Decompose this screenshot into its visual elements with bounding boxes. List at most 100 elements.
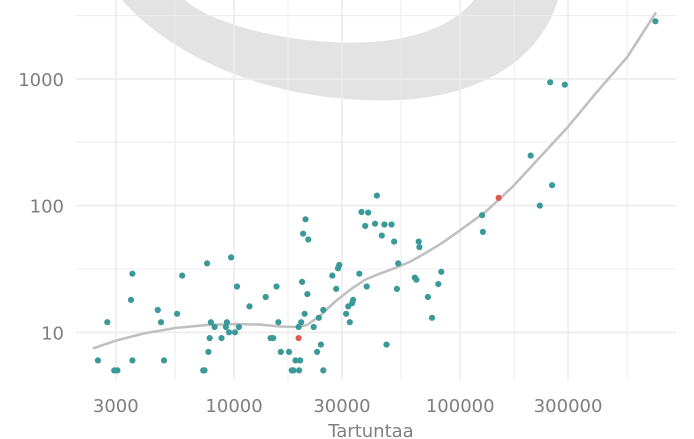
data-point	[343, 310, 350, 317]
data-point	[201, 367, 208, 374]
data-point	[305, 236, 312, 243]
data-point	[356, 270, 363, 277]
data-point	[320, 306, 327, 314]
data-point	[129, 357, 136, 364]
data-point	[363, 283, 370, 290]
data-point	[300, 230, 307, 237]
data-point	[378, 232, 385, 239]
grid-lines	[76, 0, 676, 380]
data-point	[358, 208, 365, 216]
x-axis-tick-labels: 3000 10000 30000 100000 300000	[93, 396, 603, 417]
x-tick-label: 100000	[426, 396, 495, 417]
data-point	[127, 296, 135, 303]
data-point	[222, 323, 229, 331]
data-point	[388, 221, 395, 228]
data-point	[273, 283, 280, 290]
data-point	[416, 244, 423, 251]
data-point	[536, 202, 543, 209]
data-point	[114, 367, 121, 374]
data-point	[315, 314, 322, 321]
data-point	[277, 348, 284, 355]
y-axis-tick-labels: 10 100 1000	[18, 70, 64, 344]
y-tick-label: 10	[41, 323, 64, 344]
data-point	[292, 357, 299, 364]
data-point	[393, 285, 400, 292]
watermark-logo	[122, 0, 558, 101]
x-tick-label: 10000	[205, 396, 262, 417]
data-point	[479, 228, 486, 235]
data-point	[320, 367, 327, 374]
data-point	[262, 293, 269, 301]
x-tick-label: 3000	[93, 396, 139, 417]
data-point	[154, 306, 161, 314]
data-point	[413, 276, 420, 283]
highlight-points	[295, 194, 502, 342]
data-point	[329, 272, 336, 279]
data-point	[395, 260, 402, 267]
data-point	[295, 323, 302, 331]
data-point	[174, 310, 181, 317]
data-points	[94, 18, 659, 374]
data-point	[428, 314, 436, 321]
x-tick-label: 30000	[313, 396, 370, 417]
data-point	[246, 303, 253, 310]
data-point	[310, 323, 317, 331]
data-point	[285, 348, 293, 355]
data-point	[270, 335, 277, 342]
data-point	[415, 238, 422, 245]
x-tick-label: 300000	[534, 396, 603, 417]
data-point	[233, 283, 241, 290]
data-point	[549, 182, 556, 189]
data-point	[302, 216, 309, 223]
data-point	[362, 222, 369, 230]
highlight-point	[295, 335, 302, 342]
data-point	[235, 323, 242, 331]
data-point	[218, 335, 225, 342]
y-tick-label: 100	[30, 197, 64, 218]
data-point	[223, 319, 230, 326]
data-point	[424, 293, 431, 301]
data-point	[365, 209, 372, 216]
y-tick-label: 1000	[18, 70, 64, 91]
data-point	[350, 296, 357, 303]
data-point	[296, 367, 303, 374]
data-point	[652, 18, 659, 25]
data-point	[346, 319, 353, 326]
data-point	[527, 152, 534, 159]
data-point	[206, 335, 213, 342]
data-point	[381, 221, 388, 228]
data-point	[211, 323, 218, 331]
data-point	[547, 79, 554, 86]
data-point	[129, 270, 136, 277]
data-point	[435, 281, 442, 288]
data-point	[231, 329, 239, 336]
data-point	[438, 268, 445, 275]
data-point	[179, 272, 186, 279]
data-point	[225, 329, 233, 336]
data-point	[301, 310, 308, 317]
data-point	[290, 367, 297, 374]
data-point	[157, 319, 165, 326]
data-point	[160, 357, 168, 364]
data-point	[275, 319, 282, 326]
watermark-shape	[122, 0, 558, 101]
data-point	[94, 357, 101, 364]
data-point	[299, 278, 306, 285]
highlight-point	[495, 194, 502, 201]
data-point	[371, 220, 379, 227]
data-point	[373, 192, 380, 199]
data-point	[317, 341, 324, 348]
data-point	[297, 357, 304, 364]
x-axis-title: Tartuntaa	[327, 421, 413, 439]
data-point	[391, 238, 398, 245]
data-point	[207, 319, 214, 326]
data-point	[314, 348, 321, 355]
data-point	[204, 260, 211, 267]
data-point	[336, 261, 343, 269]
data-point	[104, 319, 111, 326]
data-point	[298, 319, 305, 326]
data-point	[561, 81, 568, 88]
data-point	[228, 254, 235, 261]
data-point	[333, 285, 340, 292]
